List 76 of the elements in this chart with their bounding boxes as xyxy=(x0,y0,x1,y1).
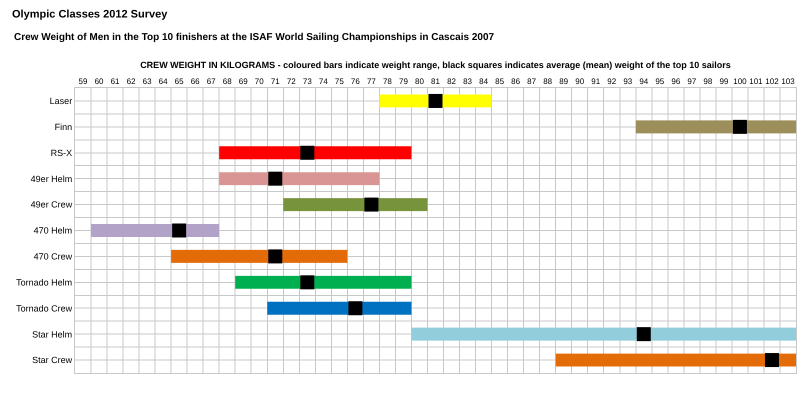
x-tick-label: 76 xyxy=(350,76,360,86)
x-tick-label: 90 xyxy=(575,76,585,86)
x-tick-label: 62 xyxy=(126,76,136,86)
x-tick-label: 83 xyxy=(463,76,473,86)
x-tick-label: 99 xyxy=(719,76,729,86)
point xyxy=(300,275,314,290)
bar xyxy=(556,354,796,367)
x-tick-label: 101 xyxy=(749,76,764,86)
x-tick-label: 81 xyxy=(431,76,440,86)
x-tick-label: 102 xyxy=(765,76,780,86)
bar xyxy=(219,146,412,160)
x-tick-label: 63 xyxy=(142,76,152,86)
x-tick-label: 87 xyxy=(527,76,537,86)
x-tick-label: 89 xyxy=(559,76,569,86)
y-tick-label: 49er Helm xyxy=(30,174,72,184)
point xyxy=(636,327,651,342)
y-tick-label: 470 Crew xyxy=(34,252,73,262)
y-tick-label: 470 Helm xyxy=(34,226,72,236)
x-tick-label: 103 xyxy=(781,76,796,86)
x-tick-label: 88 xyxy=(543,76,553,86)
x-tick-label: 71 xyxy=(270,76,280,86)
x-tick-label: 61 xyxy=(110,76,120,86)
x-tick-label: 79 xyxy=(399,76,408,86)
chart-subtitle: Crew Weight of Men in the Top 10 finishers at the ISAF World Sailing Championships in Cascais 2007 xyxy=(14,32,495,43)
point xyxy=(428,94,442,108)
x-tick-label: 59 xyxy=(78,76,88,86)
bar xyxy=(411,328,796,341)
x-tick-label: 100 xyxy=(733,76,748,86)
y-tick-label: RS-X xyxy=(50,148,72,158)
x-tick-label: 84 xyxy=(479,76,489,86)
point xyxy=(348,301,362,316)
y-tick-label: Star Crew xyxy=(32,355,73,366)
point xyxy=(764,353,779,368)
x-tick-label: 69 xyxy=(238,76,248,86)
point xyxy=(268,172,282,186)
x-tick-label: 66 xyxy=(190,76,200,86)
x-tick-label: 60 xyxy=(94,76,104,86)
chart-title: Olympic Classes 2012 Survey xyxy=(12,8,168,21)
x-tick-label: 74 xyxy=(318,76,328,86)
x-tick-label: 85 xyxy=(495,76,505,86)
y-tick-label: Finn xyxy=(54,122,72,132)
x-tick-label: 91 xyxy=(591,76,601,86)
x-tick-label: 75 xyxy=(334,76,344,86)
x-tick-label: 78 xyxy=(382,76,392,86)
x-tick-label: 73 xyxy=(302,76,312,86)
x-tick-label: 86 xyxy=(511,76,521,86)
bar xyxy=(283,198,428,212)
x-tick-label: 80 xyxy=(415,76,424,86)
point xyxy=(364,198,378,212)
point xyxy=(172,224,186,238)
x-tick-label: 92 xyxy=(607,76,617,86)
y-tick-label: Tornado Helm xyxy=(16,277,72,288)
x-tick-label: 82 xyxy=(447,76,457,86)
x-tick-label: 94 xyxy=(639,76,649,86)
x-tick-label: 93 xyxy=(623,76,633,86)
y-tick-label: 49er Crew xyxy=(30,200,73,210)
x-tick-label: 64 xyxy=(158,76,168,86)
point xyxy=(268,249,282,264)
y-tick-label: Star Helm xyxy=(32,329,72,340)
x-tick-label: 95 xyxy=(655,76,665,86)
x-tick-label: 72 xyxy=(286,76,296,86)
y-tick-label: Tornado Crew xyxy=(16,303,73,314)
x-tick-label: 77 xyxy=(366,76,376,86)
bar xyxy=(171,250,348,263)
x-tick-label: 67 xyxy=(206,76,216,86)
y-tick-label: Laser xyxy=(50,96,72,106)
bar xyxy=(235,276,412,289)
x-tick-label: 97 xyxy=(687,76,697,86)
x-tick-label: 96 xyxy=(671,76,681,86)
x-axis-title: CREW WEIGHT IN KILOGRAMS - coloured bars indicate weight range, black squares indicates average (mean) weight of the top 10 sailors xyxy=(140,60,731,70)
x-tick-label: 68 xyxy=(222,76,232,86)
point xyxy=(732,120,747,134)
x-tick-label: 98 xyxy=(703,76,713,86)
x-tick-label: 70 xyxy=(254,76,264,86)
x-tick-label: 65 xyxy=(174,76,184,86)
point xyxy=(300,146,314,160)
